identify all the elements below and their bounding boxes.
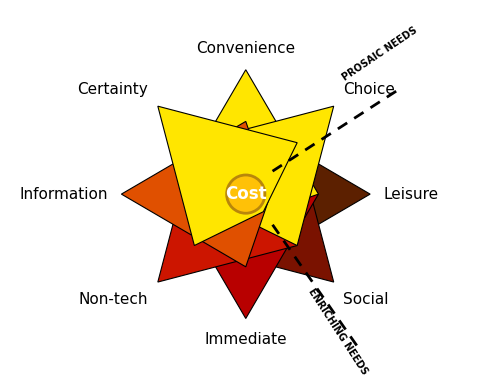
Text: ENRICHING NEEDS: ENRICHING NEEDS — [306, 287, 369, 377]
Polygon shape — [173, 169, 318, 319]
Polygon shape — [194, 143, 334, 282]
Polygon shape — [158, 143, 297, 282]
Polygon shape — [221, 122, 370, 267]
Text: Convenience: Convenience — [196, 41, 296, 56]
Text: Information: Information — [20, 187, 108, 202]
Polygon shape — [122, 122, 270, 267]
Text: Non-tech: Non-tech — [79, 292, 148, 307]
Text: Cost: Cost — [225, 185, 266, 203]
Circle shape — [226, 175, 265, 213]
Polygon shape — [173, 70, 318, 219]
Text: Choice: Choice — [343, 82, 395, 97]
Text: Leisure: Leisure — [384, 187, 438, 202]
Polygon shape — [194, 106, 334, 246]
Text: Certainty: Certainty — [78, 82, 148, 97]
Polygon shape — [158, 106, 297, 246]
Text: PROSAIC NEEDS: PROSAIC NEEDS — [340, 25, 419, 83]
Text: Immediate: Immediate — [204, 332, 287, 347]
Text: Social: Social — [343, 292, 388, 307]
